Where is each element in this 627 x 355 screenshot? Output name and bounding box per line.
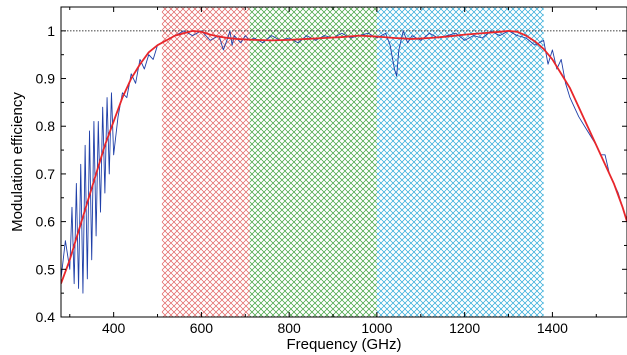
y-tick-label: 0.6: [36, 214, 56, 230]
y-tick-label: 0.7: [36, 166, 56, 182]
series-lines: [61, 29, 627, 294]
y-tick-label: 0.9: [36, 71, 56, 87]
band-blue: [376, 7, 544, 317]
x-tick-label: 1200: [449, 320, 480, 336]
y-axis-ticks: 0.4 0.5 0.6 0.7 0.8 0.9 1: [36, 6, 627, 325]
y-tick-label: 1: [47, 23, 55, 39]
y-tick-label: 0.4: [36, 309, 56, 325]
plot-frame: [60, 6, 627, 318]
y-tick-label: 0.5: [36, 261, 56, 277]
y-tick-label: 0.8: [36, 118, 56, 134]
x-tick-label: 1400: [537, 320, 568, 336]
x-tick-label: 1000: [361, 320, 392, 336]
frequency-bands: [161, 7, 544, 317]
band-green: [249, 7, 377, 317]
x-tick-label: 400: [102, 320, 126, 336]
x-tick-label: 800: [277, 320, 301, 336]
x-tick-label: 600: [190, 320, 214, 336]
y-axis-title: Modulation efficiency: [9, 92, 26, 232]
band-red: [161, 7, 250, 317]
x-axis-ticks: 400 600 800 1000 1200 1400: [69, 7, 597, 336]
fitted-curve: [61, 29, 627, 284]
x-axis-title: Frequency (GHz): [286, 336, 401, 353]
